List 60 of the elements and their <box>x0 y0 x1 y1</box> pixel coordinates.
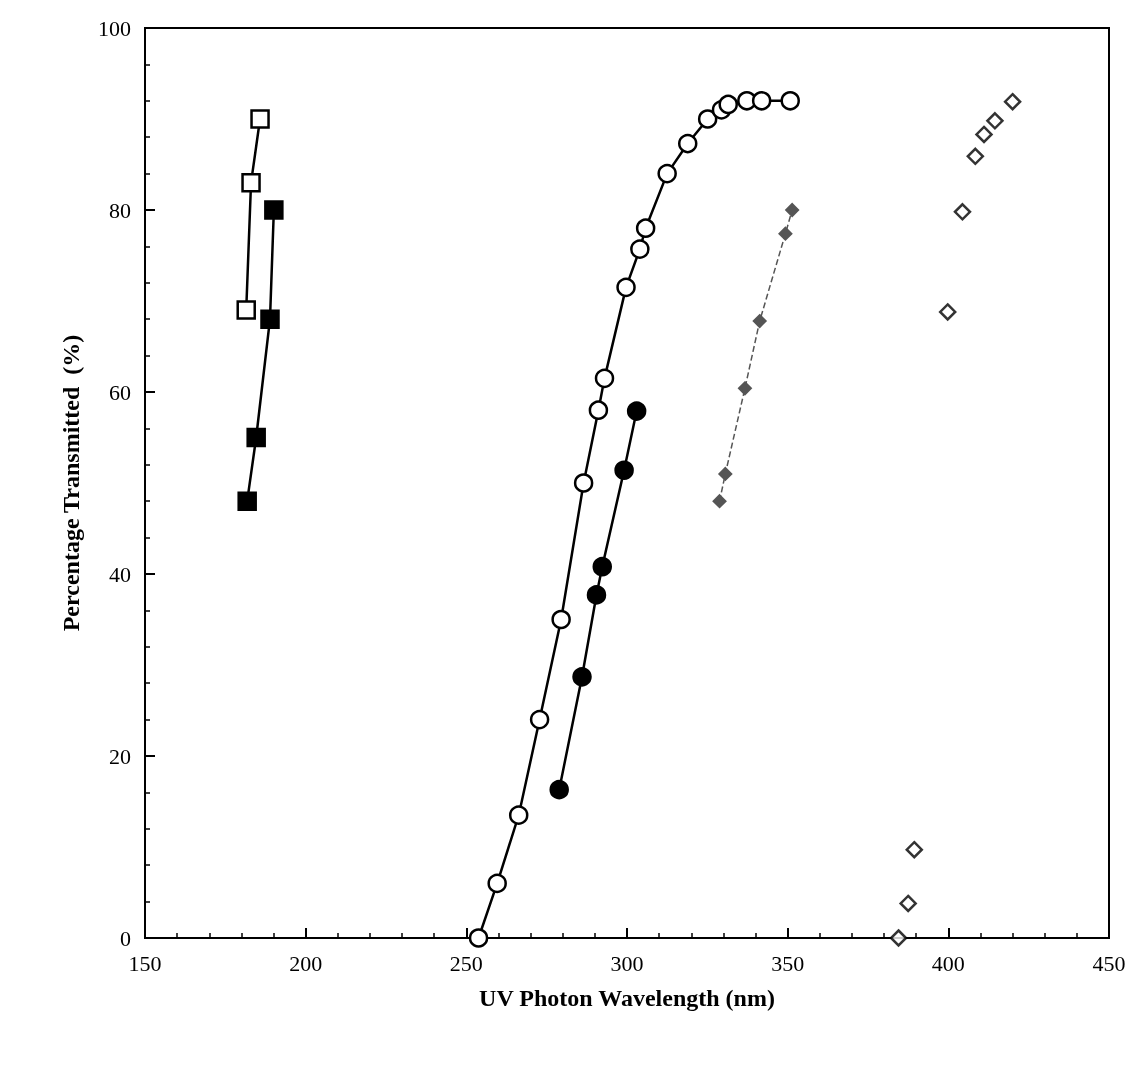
x-tick-label: 400 <box>931 950 965 976</box>
y-tick-label: 60 <box>109 379 131 405</box>
y-tick-label: 100 <box>98 15 131 41</box>
point <box>616 277 636 298</box>
point <box>529 709 550 730</box>
point <box>899 894 917 913</box>
point <box>966 147 985 166</box>
point <box>678 133 698 154</box>
point <box>586 585 607 605</box>
y-tick-label: 0 <box>120 925 131 951</box>
y-tick-label: 80 <box>109 197 131 223</box>
x-tick-label: 150 <box>128 950 162 976</box>
point <box>752 314 767 328</box>
point <box>250 109 270 129</box>
point <box>592 556 613 577</box>
point <box>780 91 800 111</box>
point <box>549 779 569 800</box>
x-tick-label: 350 <box>771 950 805 976</box>
point <box>718 94 738 115</box>
point <box>487 873 507 894</box>
x-tick-label: 250 <box>449 950 483 976</box>
point <box>905 840 924 859</box>
point <box>697 109 718 129</box>
x-tick-label: 300 <box>610 950 644 976</box>
point <box>657 163 677 184</box>
y-axis-title: Percentage Transmitted (%) <box>58 334 84 632</box>
point <box>246 427 266 448</box>
point <box>751 91 772 111</box>
point <box>938 303 957 321</box>
point <box>614 460 634 481</box>
x-axis-title: UV Photon Wavelength (nm) <box>479 985 775 1011</box>
point <box>241 172 261 193</box>
y-tick-label: 40 <box>109 561 131 587</box>
point <box>237 491 257 511</box>
point <box>594 368 615 389</box>
point <box>630 239 650 259</box>
point <box>778 226 793 241</box>
point <box>626 401 647 421</box>
point <box>468 928 489 948</box>
point <box>264 200 284 220</box>
point <box>785 203 800 217</box>
point <box>975 125 993 144</box>
point <box>953 203 972 221</box>
point <box>986 112 1004 130</box>
point <box>588 400 609 420</box>
point <box>712 494 727 509</box>
x-tick-label: 450 <box>1092 950 1126 976</box>
point <box>1003 92 1022 111</box>
point <box>551 609 571 630</box>
point <box>718 467 733 481</box>
point <box>236 300 256 320</box>
point <box>573 473 594 493</box>
point <box>889 929 908 947</box>
point <box>260 309 280 329</box>
point <box>572 667 592 687</box>
point <box>508 805 529 825</box>
x-tick-label: 200 <box>289 950 323 976</box>
point <box>635 218 656 238</box>
point <box>738 381 752 396</box>
y-tick-label: 20 <box>109 743 131 769</box>
